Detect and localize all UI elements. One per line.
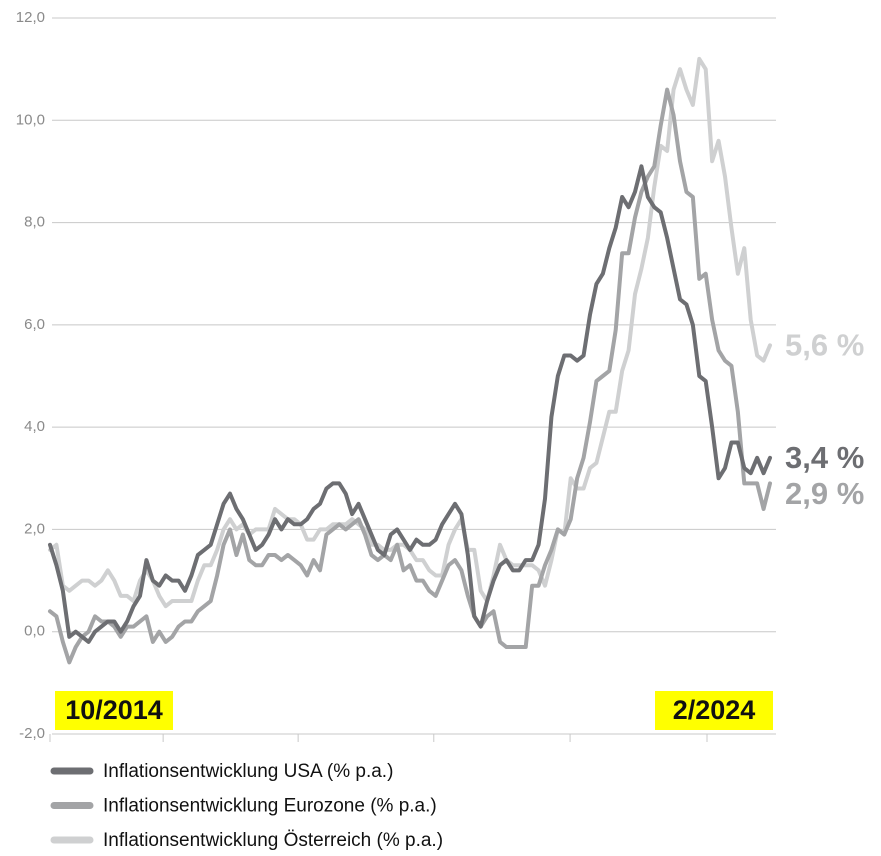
y-tick-label: 4,0 — [24, 418, 45, 435]
legend-label: Inflationsentwicklung Österreich (% p.a.… — [103, 830, 443, 851]
legend-label: Inflationsentwicklung USA (% p.a.) — [103, 761, 393, 782]
series-line — [48, 56, 772, 609]
series-line — [48, 164, 772, 644]
label-highlight — [655, 691, 773, 730]
x-tick-label: 2/2024 — [673, 695, 756, 725]
y-tick-label: 8,0 — [24, 214, 45, 231]
label-highlight — [55, 691, 173, 730]
y-tick-label: 10,0 — [16, 111, 45, 128]
y-tick-label: 12,0 — [16, 9, 45, 26]
end-label: 5,6 % — [785, 328, 864, 363]
end-label: 3,4 % — [785, 440, 864, 475]
category-label: 10/2014 — [55, 691, 173, 730]
y-tick-label: 0,0 — [24, 623, 45, 640]
series-line — [48, 87, 772, 665]
y-tick-label: -2,0 — [19, 725, 45, 742]
category-label: 2/2024 — [655, 691, 773, 730]
y-tick-label: 6,0 — [24, 316, 45, 333]
legend-label: Inflationsentwicklung Eurozone (% p.a.) — [103, 796, 437, 817]
y-tick-label: 2,0 — [24, 520, 45, 537]
x-tick-label: 10/2014 — [65, 695, 163, 725]
end-label: 2,9 % — [785, 476, 864, 511]
